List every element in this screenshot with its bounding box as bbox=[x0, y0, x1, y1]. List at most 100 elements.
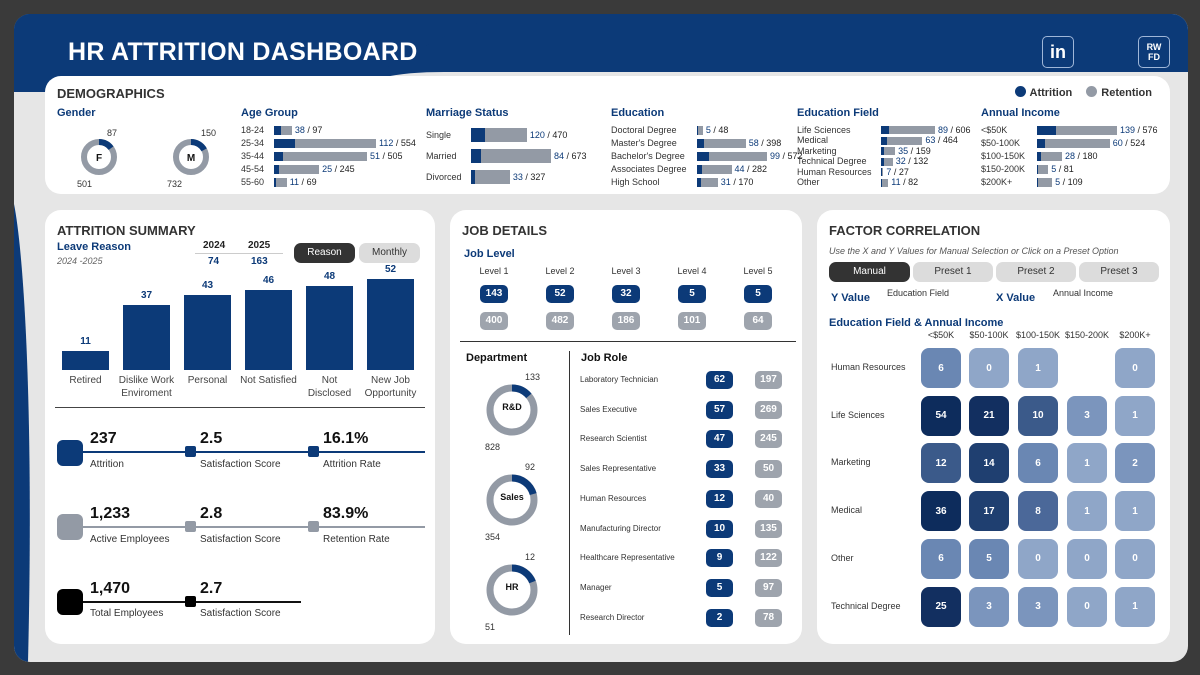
matrix-cell[interactable]: 17 bbox=[969, 491, 1009, 532]
field-attrition-bar[interactable] bbox=[881, 157, 884, 166]
education-attrition-bar[interactable] bbox=[697, 152, 710, 161]
monthly-button[interactable]: Monthly bbox=[359, 243, 420, 263]
income-retention-bar[interactable] bbox=[1037, 178, 1053, 187]
matrix-cell[interactable]: 14 bbox=[969, 443, 1009, 484]
matrix-cell[interactable]: 0 bbox=[1067, 538, 1107, 579]
matrix-cell[interactable]: 3 bbox=[1018, 586, 1058, 627]
job-role-attrition[interactable]: 33 bbox=[706, 460, 733, 479]
marriage-attrition-bar[interactable] bbox=[471, 149, 481, 163]
income-retention-bar[interactable] bbox=[1037, 126, 1117, 135]
job-level-attrition[interactable]: 52 bbox=[546, 285, 574, 303]
field-attrition-bar[interactable] bbox=[881, 126, 889, 134]
education-retention-bar[interactable] bbox=[697, 152, 767, 161]
job-role-attrition[interactable]: 57 bbox=[706, 400, 733, 419]
job-role-attrition[interactable]: 5 bbox=[706, 578, 733, 597]
education-retention-bar[interactable] bbox=[697, 139, 746, 148]
job-level-attrition[interactable]: 143 bbox=[480, 285, 508, 303]
income-attrition-bar[interactable] bbox=[1037, 126, 1057, 135]
matrix-cell[interactable]: 0 bbox=[1018, 538, 1058, 579]
matrix-cell[interactable]: 1 bbox=[1067, 491, 1107, 532]
matrix-cell[interactable]: 6 bbox=[921, 348, 961, 388]
matrix-cell[interactable]: 25 bbox=[921, 586, 961, 627]
matrix-cell[interactable]: 3 bbox=[969, 586, 1009, 627]
marriage-attrition-bar[interactable] bbox=[471, 128, 486, 142]
matrix-cell[interactable]: 6 bbox=[921, 538, 961, 579]
job-role-retention[interactable]: 197 bbox=[755, 371, 782, 389]
matrix-cell[interactable]: 1 bbox=[1115, 395, 1155, 436]
job-role-attrition[interactable]: 12 bbox=[706, 489, 733, 508]
matrix-cell[interactable]: 0 bbox=[1115, 348, 1155, 388]
income-attrition-bar[interactable] bbox=[1037, 152, 1041, 161]
job-role-retention[interactable]: 97 bbox=[755, 578, 782, 597]
preset-2-button[interactable]: Preset 2 bbox=[996, 262, 1076, 282]
age-retention-bar[interactable] bbox=[274, 165, 320, 174]
education-retention-bar[interactable] bbox=[697, 178, 718, 187]
job-role-attrition[interactable]: 10 bbox=[706, 519, 733, 538]
job-level-retention[interactable]: 186 bbox=[612, 312, 640, 330]
job-level-attrition[interactable]: 5 bbox=[744, 285, 772, 303]
department-donut[interactable]: HR bbox=[484, 562, 540, 618]
matrix-cell[interactable]: 2 bbox=[1115, 443, 1155, 484]
matrix-cell[interactable]: 5 bbox=[969, 538, 1009, 579]
gender-donut-m[interactable]: M bbox=[171, 137, 211, 177]
matrix-cell[interactable]: 0 bbox=[1067, 586, 1107, 627]
job-level-attrition[interactable]: 32 bbox=[612, 285, 640, 303]
job-level-attrition[interactable]: 5 bbox=[678, 285, 706, 303]
age-retention-bar[interactable] bbox=[274, 152, 367, 161]
field-attrition-bar[interactable] bbox=[881, 147, 885, 155]
age-retention-bar[interactable] bbox=[274, 126, 292, 135]
leave-reason-bar[interactable] bbox=[184, 294, 231, 370]
job-role-retention[interactable]: 135 bbox=[755, 519, 782, 538]
department-donut[interactable]: R&D bbox=[484, 382, 540, 438]
legend-retention[interactable]: Retention bbox=[1086, 86, 1152, 99]
tableau-icon[interactable] bbox=[1090, 36, 1122, 68]
job-role-attrition[interactable]: 47 bbox=[706, 430, 733, 449]
linkedin-icon[interactable]: in bbox=[1042, 36, 1074, 68]
manual-button[interactable]: Manual bbox=[829, 262, 910, 282]
income-attrition-bar[interactable] bbox=[1037, 178, 1038, 187]
age-retention-bar[interactable] bbox=[274, 178, 287, 187]
matrix-cell[interactable]: 54 bbox=[921, 395, 961, 436]
leave-reason-bar[interactable] bbox=[123, 305, 170, 370]
education-attrition-bar[interactable] bbox=[697, 126, 698, 135]
field-retention-bar[interactable] bbox=[881, 126, 935, 134]
field-attrition-bar[interactable] bbox=[881, 136, 887, 145]
age-attrition-bar[interactable] bbox=[274, 152, 284, 161]
age-attrition-bar[interactable] bbox=[274, 139, 295, 148]
education-attrition-bar[interactable] bbox=[697, 178, 701, 187]
education-attrition-bar[interactable] bbox=[697, 139, 705, 148]
job-role-retention[interactable]: 122 bbox=[755, 549, 782, 568]
income-retention-bar[interactable] bbox=[1037, 165, 1049, 174]
job-role-retention[interactable]: 50 bbox=[755, 460, 782, 479]
education-retention-bar[interactable] bbox=[697, 126, 703, 135]
matrix-cell[interactable]: 0 bbox=[1115, 538, 1155, 579]
income-retention-bar[interactable] bbox=[1037, 139, 1110, 148]
job-level-retention[interactable]: 64 bbox=[744, 312, 772, 330]
matrix-cell[interactable]: 12 bbox=[921, 443, 961, 484]
matrix-cell[interactable]: 0 bbox=[969, 348, 1009, 388]
field-retention-bar[interactable] bbox=[881, 136, 923, 145]
matrix-cell[interactable]: 21 bbox=[969, 395, 1009, 436]
legend-attrition[interactable]: Attrition bbox=[1014, 86, 1072, 99]
matrix-cell[interactable]: 1 bbox=[1115, 491, 1155, 532]
education-retention-bar[interactable] bbox=[697, 165, 732, 174]
matrix-cell[interactable]: 1 bbox=[1067, 443, 1107, 484]
field-retention-bar[interactable] bbox=[881, 178, 889, 187]
matrix-cell[interactable]: 1 bbox=[1018, 348, 1058, 388]
age-attrition-bar[interactable] bbox=[274, 165, 279, 174]
y-value-select[interactable]: Education Field bbox=[887, 288, 950, 298]
age-attrition-bar[interactable] bbox=[274, 178, 277, 187]
leave-reason-bar[interactable] bbox=[306, 286, 353, 370]
field-retention-bar[interactable] bbox=[881, 147, 896, 155]
marriage-attrition-bar[interactable] bbox=[471, 170, 475, 184]
age-attrition-bar[interactable] bbox=[274, 126, 281, 135]
field-retention-bar[interactable] bbox=[881, 157, 893, 166]
job-role-retention[interactable]: 78 bbox=[755, 608, 782, 627]
leave-reason-bar[interactable] bbox=[62, 350, 109, 370]
marriage-retention-bar[interactable] bbox=[471, 170, 510, 184]
leave-reason-bar[interactable] bbox=[245, 289, 292, 370]
income-attrition-bar[interactable] bbox=[1037, 139, 1046, 148]
reason-button[interactable]: Reason bbox=[294, 243, 355, 263]
leave-reason-bar[interactable] bbox=[367, 279, 414, 370]
job-role-retention[interactable]: 40 bbox=[755, 489, 782, 508]
